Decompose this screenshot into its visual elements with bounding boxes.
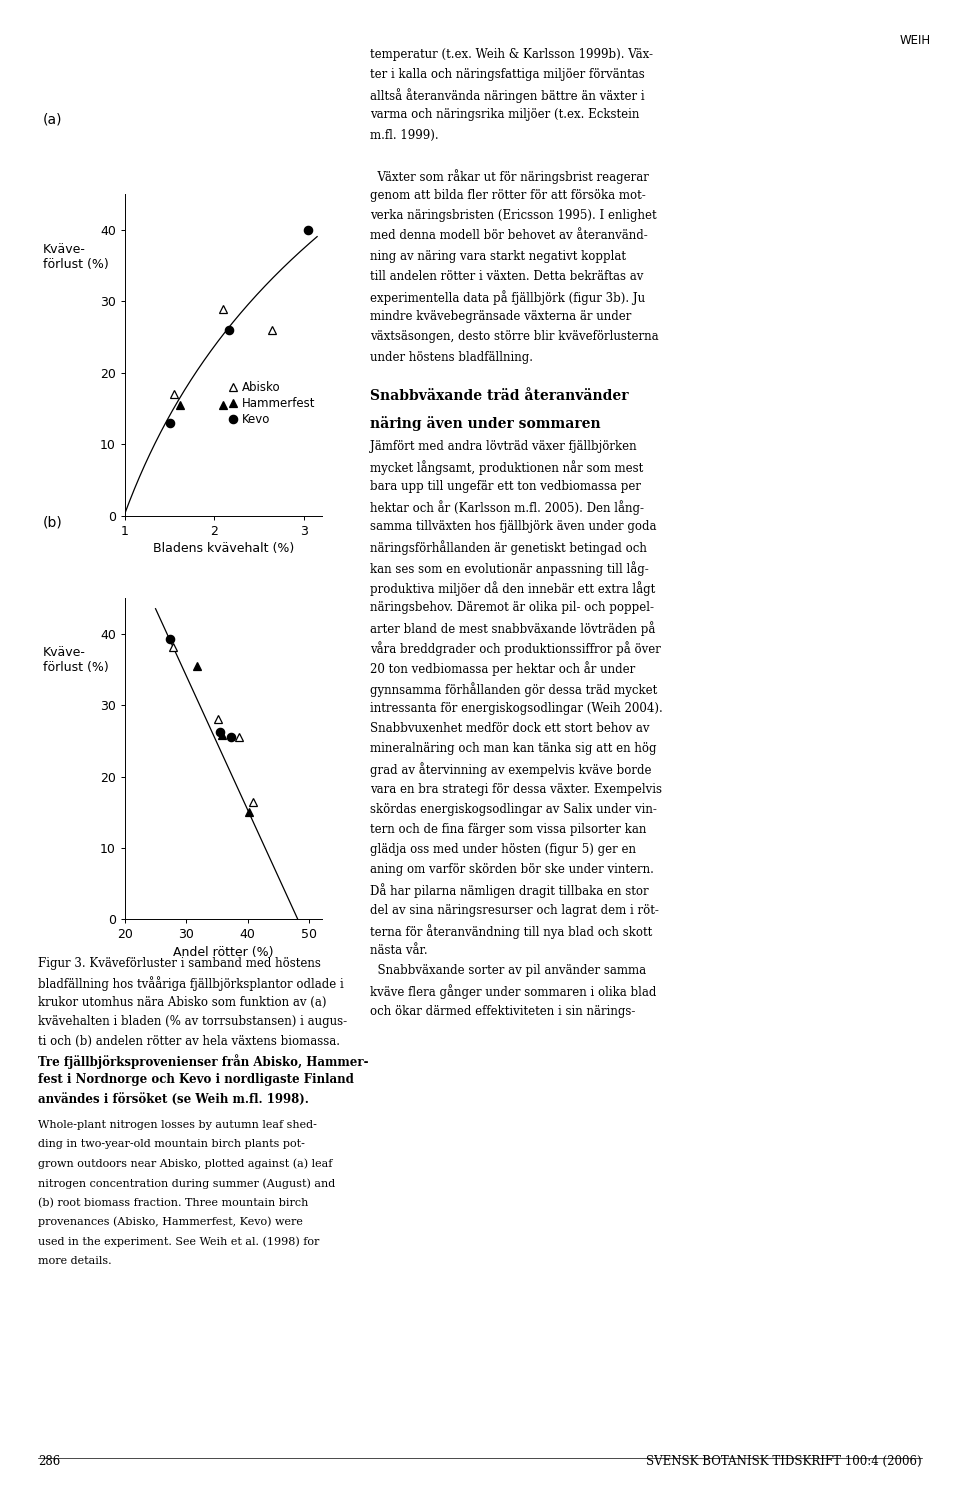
Text: 286: 286 [38, 1455, 60, 1468]
Text: del av sina näringsresurser och lagrat dem i röt-: del av sina näringsresurser och lagrat d… [370, 903, 659, 916]
Text: varma och näringsrika miljöer (t.ex. Eckstein: varma och näringsrika miljöer (t.ex. Eck… [370, 109, 639, 121]
Text: glädja oss med under hösten (figur 5) ger en: glädja oss med under hösten (figur 5) ge… [370, 843, 636, 857]
Text: näringsförhållanden är genetiskt betingad och: näringsförhållanden är genetiskt betinga… [370, 541, 646, 555]
Text: kan ses som en evolutionär anpassning till låg-: kan ses som en evolutionär anpassning ti… [370, 561, 648, 576]
Text: provenances (Abisko, Hammerfest, Kevo) were: provenances (Abisko, Hammerfest, Kevo) w… [38, 1217, 303, 1227]
Text: used in the experiment. See Weih et al. (1998) for: used in the experiment. See Weih et al. … [38, 1236, 320, 1247]
Text: SVENSK BOTANISK TIDSKRIFT 100:4 (2006): SVENSK BOTANISK TIDSKRIFT 100:4 (2006) [646, 1455, 922, 1468]
Text: och ökar därmed effektiviteten i sin närings-: och ökar därmed effektiviteten i sin när… [370, 1005, 635, 1018]
Text: bara upp till ungefär ett ton vedbiomassa per: bara upp till ungefär ett ton vedbiomass… [370, 480, 640, 493]
Text: till andelen rötter i växten. Detta bekräftas av: till andelen rötter i växten. Detta bekr… [370, 271, 643, 283]
Legend: Abisko, Hammerfest, Kevo: Abisko, Hammerfest, Kevo [228, 381, 316, 426]
Text: alltså återanvända näringen bättre än växter i: alltså återanvända näringen bättre än vä… [370, 88, 644, 103]
Text: produktiva miljöer då den innebär ett extra lågt: produktiva miljöer då den innebär ett ex… [370, 582, 655, 595]
Text: Snabbväxande sorter av pil använder samma: Snabbväxande sorter av pil använder samm… [370, 964, 646, 978]
Text: (b) root biomass fraction. Three mountain birch: (b) root biomass fraction. Three mountai… [38, 1197, 309, 1208]
Text: ding in two-year-old mountain birch plants pot-: ding in two-year-old mountain birch plan… [38, 1139, 305, 1150]
X-axis label: Andel rötter (%): Andel rötter (%) [173, 946, 274, 958]
Text: nästa vår.: nästa vår. [370, 945, 427, 957]
Text: genom att bilda fler rötter för att försöka mot-: genom att bilda fler rötter för att förs… [370, 190, 645, 202]
Text: aning om varför skörden bör ske under vintern.: aning om varför skörden bör ske under vi… [370, 864, 654, 876]
Text: mineralnäring och man kan tänka sig att en hög: mineralnäring och man kan tänka sig att … [370, 743, 656, 755]
Text: ti och (b) andelen rötter av hela växtens biomassa.: ti och (b) andelen rötter av hela växten… [38, 1035, 341, 1048]
Text: kväve flera gånger under sommaren i olika blad: kväve flera gånger under sommaren i olik… [370, 985, 656, 999]
Text: under höstens bladfällning.: under höstens bladfällning. [370, 351, 533, 363]
Text: våra breddgrader och produktionssiffror på över: våra breddgrader och produktionssiffror … [370, 641, 660, 656]
Text: Då har pilarna nämligen dragit tillbaka en stor: Då har pilarna nämligen dragit tillbaka … [370, 884, 648, 898]
Text: more details.: more details. [38, 1256, 112, 1266]
Text: temperatur (t.ex. Weih & Karlsson 1999b). Väx-: temperatur (t.ex. Weih & Karlsson 1999b)… [370, 48, 653, 61]
Text: växtsäsongen, desto större blir kväveförlusterna: växtsäsongen, desto större blir kväveför… [370, 330, 659, 344]
Text: 20 ton vedbiomassa per hektar och år under: 20 ton vedbiomassa per hektar och år und… [370, 661, 635, 676]
Text: Figur 3. Kväveförluster i samband med höstens: Figur 3. Kväveförluster i samband med hö… [38, 957, 322, 970]
Text: krukor utomhus nära Abisko som funktion av (a): krukor utomhus nära Abisko som funktion … [38, 996, 327, 1009]
Text: användes i försöket (se Weih m.fl. 1998).: användes i försöket (se Weih m.fl. 1998)… [38, 1093, 309, 1106]
Text: terna för återanvändning till nya blad och skott: terna för återanvändning till nya blad o… [370, 924, 652, 939]
Text: gynnsamma förhållanden gör dessa träd mycket: gynnsamma förhållanden gör dessa träd my… [370, 682, 657, 697]
Text: m.fl. 1999).: m.fl. 1999). [370, 129, 438, 142]
Text: WEIH: WEIH [900, 34, 931, 48]
Text: Kväve-
förlust (%): Kväve- förlust (%) [43, 242, 108, 271]
Text: nitrogen concentration during summer (August) and: nitrogen concentration during summer (Au… [38, 1178, 336, 1189]
Text: arter bland de mest snabbväxande lövträden på: arter bland de mest snabbväxande lövträd… [370, 622, 655, 635]
Text: skördas energiskogsodlingar av Salix under vin-: skördas energiskogsodlingar av Salix und… [370, 803, 657, 816]
Text: med denna modell bör behovet av återanvänd-: med denna modell bör behovet av återanvä… [370, 229, 647, 242]
Text: ter i kalla och näringsfattiga miljöer förväntas: ter i kalla och näringsfattiga miljöer f… [370, 69, 644, 81]
Text: Jämfört med andra lövträd växer fjällbjörken: Jämfört med andra lövträd växer fjällbjö… [370, 440, 636, 453]
Text: näringsbehov. Däremot är olika pil- och poppel-: näringsbehov. Däremot är olika pil- och … [370, 601, 654, 614]
Text: Whole-plant nitrogen losses by autumn leaf shed-: Whole-plant nitrogen losses by autumn le… [38, 1120, 317, 1130]
Text: (b): (b) [43, 516, 63, 529]
Text: verka näringsbristen (Ericsson 1995). I enlighet: verka näringsbristen (Ericsson 1995). I … [370, 209, 657, 223]
Text: vara en bra strategi för dessa växter. Exempelvis: vara en bra strategi för dessa växter. E… [370, 783, 661, 795]
Text: bladfällning hos tvååriga fjällbjörksplantor odlade i: bladfällning hos tvååriga fjällbjörkspla… [38, 976, 344, 991]
Text: samma tillväxten hos fjällbjörk även under goda: samma tillväxten hos fjällbjörk även und… [370, 520, 656, 534]
Text: hektar och år (Karlsson m.fl. 2005). Den lång-: hektar och år (Karlsson m.fl. 2005). Den… [370, 499, 643, 514]
Text: Kväve-
förlust (%): Kväve- förlust (%) [43, 646, 108, 674]
Text: Snabbvuxenhet medför dock ett stort behov av: Snabbvuxenhet medför dock ett stort beho… [370, 722, 649, 736]
Text: näring även under sommaren: näring även under sommaren [370, 416, 600, 431]
Text: grown outdoors near Abisko, plotted against (a) leaf: grown outdoors near Abisko, plotted agai… [38, 1159, 333, 1169]
X-axis label: Bladens kvävehalt (%): Bladens kvävehalt (%) [153, 543, 294, 555]
Text: tern och de fina färger som vissa pilsorter kan: tern och de fina färger som vissa pilsor… [370, 822, 646, 836]
Text: mycket långsamt, produktionen når som mest: mycket långsamt, produktionen når som me… [370, 460, 643, 474]
Text: experimentella data på fjällbjörk (figur 3b). Ju: experimentella data på fjällbjörk (figur… [370, 290, 645, 305]
Text: mindre kvävebegränsade växterna är under: mindre kvävebegränsade växterna är under [370, 311, 631, 323]
Text: (a): (a) [43, 112, 62, 126]
Text: kvävehalten i bladen (% av torrsubstansen) i augus-: kvävehalten i bladen (% av torrsubstanse… [38, 1015, 348, 1029]
Text: fest i Nordnorge och Kevo i nordligaste Finland: fest i Nordnorge och Kevo i nordligaste … [38, 1073, 354, 1087]
Text: intressanta för energiskogsodlingar (Weih 2004).: intressanta för energiskogsodlingar (Wei… [370, 703, 662, 715]
Text: Tre fjällbjörksprovenienser från Abisko, Hammer-: Tre fjällbjörksprovenienser från Abisko,… [38, 1054, 369, 1069]
Text: Snabbväxande träd återanvänder: Snabbväxande träd återanvänder [370, 389, 628, 402]
Text: ning av näring vara starkt negativt kopplat: ning av näring vara starkt negativt kopp… [370, 250, 626, 263]
Text: Växter som råkar ut för näringsbrist reagerar: Växter som råkar ut för näringsbrist rea… [370, 169, 648, 184]
Text: grad av återvinning av exempelvis kväve borde: grad av återvinning av exempelvis kväve … [370, 762, 651, 777]
